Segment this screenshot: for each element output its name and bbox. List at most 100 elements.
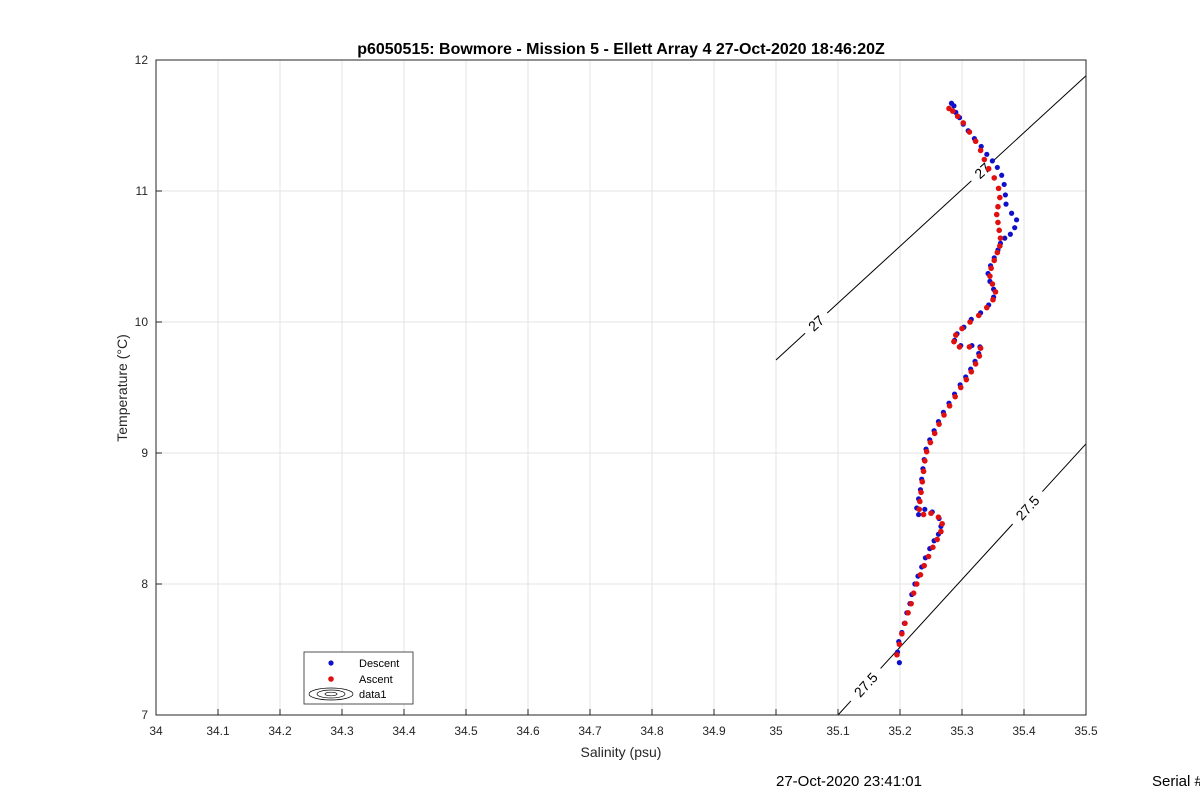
ascent-point: [923, 448, 930, 455]
grid-layer: [155, 59, 1087, 716]
ascent-point: [996, 227, 1002, 234]
ascent-point: [997, 243, 1003, 249]
x-tick-label: 34.3: [330, 724, 354, 738]
ascent-point: [946, 403, 953, 409]
descent-point: [1013, 217, 1020, 223]
x-tick-label: 34.1: [206, 724, 230, 738]
contour-line: [1042, 443, 1087, 492]
descent-point: [916, 511, 922, 518]
descent-point: [984, 151, 990, 157]
x-tick-label: 35: [769, 724, 783, 738]
legend-descent-label: Descent: [359, 658, 399, 670]
contour-line: [837, 700, 852, 716]
ascent-point: [966, 344, 973, 350]
x-tick-label: 34.2: [268, 724, 292, 738]
descent-point: [994, 164, 1000, 171]
ascent-point: [930, 544, 936, 551]
contour-label: 27.5: [851, 669, 881, 700]
legend-descent-marker: [328, 660, 334, 666]
ascent-point: [990, 296, 996, 303]
ascent-point: [988, 265, 994, 272]
ascent-point: [956, 344, 963, 350]
ascent-point: [981, 156, 988, 163]
y-tick-label: 8: [141, 577, 148, 591]
ascent-point: [902, 620, 908, 627]
x-tick-label: 35.3: [950, 724, 974, 738]
ascent-point: [918, 489, 924, 496]
ascent-point: [931, 430, 938, 437]
legend-box: [303, 651, 414, 705]
contour-line: [993, 75, 1087, 161]
ascent-point: [967, 319, 973, 325]
ascent-point: [917, 498, 923, 505]
ascent-point: [989, 281, 996, 287]
ascent-point: [991, 175, 998, 181]
ascent-point: [972, 138, 979, 145]
descent-point: [1003, 201, 1009, 207]
ascent-point: [934, 536, 940, 543]
ascent-point: [972, 361, 979, 367]
contour-line: [775, 332, 806, 361]
legend-ascent-label: Ascent: [359, 674, 393, 686]
descent-point: [1009, 210, 1015, 216]
descent-point: [1002, 192, 1009, 198]
descent-point: [1012, 225, 1018, 231]
descent-point: [989, 158, 995, 164]
descent-point: [1001, 181, 1007, 188]
legend-data1-label: data1: [359, 689, 387, 701]
ascent-point: [922, 458, 928, 464]
descent-point: [1002, 235, 1008, 241]
contour-line: [880, 523, 1014, 669]
ascent-point: [963, 376, 970, 383]
ascent-point: [985, 165, 992, 172]
plot-frame: [155, 59, 1087, 716]
ascent-point: [920, 511, 927, 518]
descent-point: [948, 100, 955, 106]
ascent-point: [997, 235, 1004, 241]
ascent-point: [921, 562, 927, 569]
ascent-point: [917, 572, 924, 578]
ascent-point: [977, 147, 984, 154]
serial-label: Serial #: [1152, 773, 1200, 790]
ascent-point: [997, 194, 1003, 201]
legend-ascent-marker: [328, 676, 334, 682]
data-series: [894, 100, 1020, 666]
ascent-point: [960, 120, 967, 126]
ascent-point: [991, 257, 998, 264]
x-tick-label: 34.4: [392, 724, 416, 738]
y-tick-label: 11: [136, 184, 149, 198]
ascent-point: [913, 581, 920, 587]
ascent-point: [905, 610, 911, 616]
ascent-point: [927, 439, 934, 446]
descent-point: [1007, 231, 1013, 237]
ascent-point: [975, 312, 982, 319]
y-axis-label: Temperature (°C): [114, 334, 130, 442]
x-tick-label: 34.8: [640, 724, 664, 738]
x-tick-label: 34.5: [454, 724, 478, 738]
ascent-point: [993, 211, 1000, 218]
ascent-point: [928, 510, 934, 517]
descent-point: [999, 172, 1005, 178]
ascent-point: [952, 393, 958, 400]
contour-line: [826, 180, 972, 314]
y-tick-label: 9: [141, 446, 148, 460]
ascent-point: [995, 185, 1002, 192]
ascent-point: [939, 520, 945, 527]
ascent-point: [899, 630, 905, 637]
y-tick-label: 10: [135, 315, 149, 329]
ascent-point: [976, 353, 983, 359]
x-tick-label: 35.5: [1074, 724, 1098, 738]
legend: Descent Ascent data1: [303, 651, 414, 705]
ascent-point: [916, 506, 923, 513]
legend-contour-icon: [308, 687, 354, 701]
ascent-point: [908, 600, 914, 607]
ascent-point: [968, 368, 975, 375]
ascent-point: [995, 203, 1001, 210]
ascent-point: [936, 421, 942, 427]
ascent-point: [951, 338, 957, 345]
contour-label: 27.5: [1012, 492, 1042, 523]
axis-ticks: 34 34.1 34.2 34.3 34.4 34.5 34.6 34.7 34.8 34.9 35…: [135, 53, 1098, 738]
ascent-point: [987, 273, 993, 279]
